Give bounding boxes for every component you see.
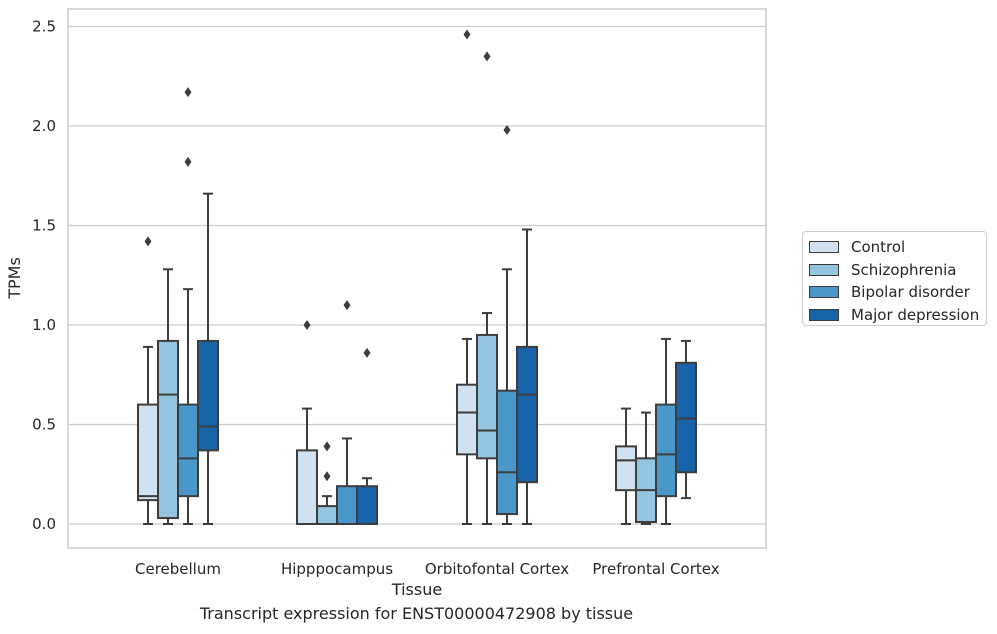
legend-label-control: Control (851, 238, 906, 257)
box-iqr (197, 339, 219, 452)
outlier-point (303, 320, 311, 330)
y-tick-label: 1.0 (32, 316, 56, 334)
outlier-point (323, 441, 331, 452)
legend: Control Schizophrenia Bipolar disorder M… (802, 231, 987, 326)
box-iqr (296, 449, 318, 525)
outlier-point (343, 300, 351, 311)
legend-swatch-major-depression (809, 308, 839, 321)
box-iqr (615, 445, 637, 492)
legend-item-major-depression: Major depression (809, 304, 986, 327)
legend-item-control: Control (809, 236, 986, 259)
box-3-1 (635, 411, 657, 525)
outlier-point (463, 29, 471, 40)
legend-swatch-schizophrenia (809, 263, 839, 276)
box-2-3 (516, 228, 538, 525)
box-3-2 (655, 337, 677, 525)
box-0-2 (177, 87, 199, 525)
box-iqr (496, 389, 518, 516)
box-3-0 (615, 407, 637, 525)
box-iqr (356, 485, 378, 526)
y-axis-title: TPMs (5, 257, 24, 300)
box-iqr (516, 345, 538, 484)
box-iqr (137, 403, 159, 502)
legend-swatch-control (809, 241, 839, 254)
x-tick-labels: Cerebellum Hipppocampus Orbitofontal Corte… (135, 560, 720, 578)
y-tick-label: 0.5 (32, 416, 56, 434)
x-tick-label: Orbitofontal Cortex (425, 560, 569, 578)
boxes (137, 29, 697, 526)
box-0-0 (137, 236, 159, 525)
y-tick-labels: 0.0 0.5 1.0 1.5 2.0 2.5 (32, 18, 56, 534)
outlier-point (363, 347, 371, 358)
box-iqr (655, 403, 677, 498)
legend-item-bipolar-disorder: Bipolar disorder (809, 281, 986, 304)
x-tick-label: Cerebellum (135, 560, 221, 578)
x-axis-title: Tissue (391, 580, 442, 599)
box-1-3 (356, 347, 378, 526)
box-iqr (476, 333, 498, 460)
outlier-point (503, 124, 511, 135)
box-iqr (177, 403, 199, 498)
y-tick-label: 2.5 (32, 18, 56, 36)
box-iqr (157, 339, 179, 520)
box-3-3 (675, 339, 697, 500)
outlier-point (144, 236, 152, 247)
legend-item-schizophrenia: Schizophrenia (809, 259, 986, 282)
box-iqr (456, 383, 478, 456)
box-0-3 (197, 192, 219, 525)
plot-area-frame (67, 8, 767, 549)
outlier-point (323, 471, 331, 482)
legend-swatch-bipolar-disorder (809, 286, 839, 299)
box-iqr (316, 505, 338, 525)
y-tick-label: 0.0 (32, 515, 56, 533)
y-tick-label: 2.0 (32, 117, 56, 135)
x-tick-label: Hipppocampus (281, 560, 393, 578)
legend-label-bipolar-disorder: Bipolar disorder (851, 283, 970, 302)
figure-caption: Transcript expression for ENST0000047290… (199, 604, 634, 623)
legend-label-major-depression: Major depression (851, 305, 980, 324)
outlier-point (184, 156, 192, 167)
box-1-1 (316, 441, 338, 525)
box-1-2 (336, 300, 358, 526)
box-2-0 (456, 29, 478, 525)
x-tick-label: Prefrontal Cortex (592, 560, 719, 578)
outlier-point (483, 51, 491, 62)
box-iqr (336, 485, 358, 526)
box-0-1 (157, 268, 179, 525)
box-2-1 (476, 51, 498, 525)
box-1-0 (296, 320, 318, 525)
outlier-point (184, 87, 192, 98)
y-tick-label: 1.5 (32, 217, 56, 235)
box-2-2 (496, 124, 518, 525)
legend-label-schizophrenia: Schizophrenia (851, 260, 957, 279)
